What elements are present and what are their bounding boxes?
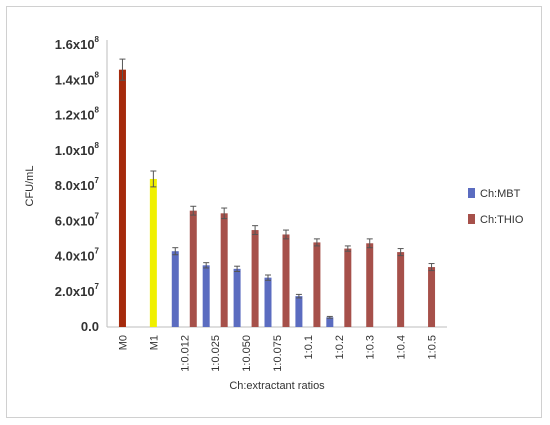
x-tick-label: 1:0.1: [303, 335, 315, 359]
error-bar: [172, 247, 179, 256]
x-tick-label: 1:0.3: [365, 335, 377, 359]
error-bar: [397, 248, 404, 257]
error-bar: [252, 225, 259, 235]
error-bar: [221, 207, 228, 220]
bar-m0: [118, 69, 126, 328]
error-bar: [190, 205, 197, 216]
bar-ch-mbt: [295, 296, 303, 327]
bar-ch-thio: [344, 248, 352, 327]
x-tick-label: 1:0.075: [272, 335, 284, 372]
error-bar: [150, 170, 157, 188]
bar-ch-thio: [282, 234, 290, 327]
x-tick-label: 1:0.2: [334, 335, 346, 359]
y-tick-label: 4.0x107: [55, 247, 100, 264]
bar-ch-thio: [428, 267, 436, 327]
error-bar: [366, 238, 373, 249]
y-tick-label: 6.0x107: [55, 211, 100, 228]
y-tick-label: 1.6x108: [55, 35, 100, 52]
x-tick-label: 1:0.050: [241, 335, 253, 372]
error-bar: [313, 238, 320, 247]
legend: Ch:MBT Ch:THIO: [468, 188, 524, 226]
y-tick-label: 8.0x107: [55, 176, 100, 193]
y-tick-label: 1.0x108: [55, 141, 100, 158]
bar-ch-thio: [366, 243, 374, 327]
bar-m1: [149, 178, 157, 327]
error-bar: [119, 58, 126, 81]
x-axis-title: Ch:extractant ratios: [229, 380, 325, 392]
error-bar: [344, 245, 351, 252]
plot-area: [106, 40, 447, 328]
y-tick-label: 1.4x108: [55, 70, 100, 87]
x-tick-label: 1:0.4: [396, 335, 408, 359]
bar-ch-mbt: [202, 265, 210, 327]
bar-ch-thio: [397, 252, 405, 327]
bars: [118, 58, 436, 328]
bar-ch-mbt: [233, 268, 241, 327]
x-tick-label: 1:0.5: [427, 335, 439, 359]
bar-ch-thio: [220, 213, 228, 327]
legend-label: Ch:THIO: [480, 214, 524, 226]
error-bar: [295, 293, 302, 299]
legend-swatch: [468, 214, 475, 224]
x-tick-label: 1:0.012: [179, 335, 191, 372]
bar-ch-mbt: [264, 277, 272, 327]
error-bar: [265, 274, 271, 281]
y-tick-label: 2.0x107: [55, 282, 100, 299]
x-tick-label: 1:0.025: [210, 335, 222, 372]
bar-ch-thio: [251, 230, 259, 327]
x-tick-label: M1: [148, 335, 160, 350]
y-axis-title: CFU/mL: [24, 166, 36, 207]
bar-ch-mbt: [326, 317, 334, 327]
legend-label: Ch:MBT: [480, 188, 521, 200]
legend-swatch: [468, 188, 475, 198]
error-bar: [428, 263, 435, 272]
y-tick-label: 0.0: [81, 319, 99, 334]
bar-ch-thio: [313, 242, 321, 327]
y-tick-label: 1.2x108: [55, 106, 100, 123]
error-bar: [234, 265, 241, 272]
x-tick-label: M0: [117, 335, 129, 350]
bar-ch-thio: [189, 210, 197, 327]
chart-frame: [6, 6, 542, 418]
error-bar: [283, 229, 289, 240]
bar-ch-mbt: [171, 251, 179, 327]
x-axis-ticks: M0 M1 1:0.012 1:0.025 1:0.050 1:0.075 1:0.1 1:0…: [117, 335, 438, 372]
error-bar: [203, 262, 210, 269]
y-axis-ticks: 0.0 2.0x107 4.0x107 6.0x107 8.0x107 1.0x108 1.…: [55, 35, 100, 334]
error-bar: [326, 315, 333, 319]
